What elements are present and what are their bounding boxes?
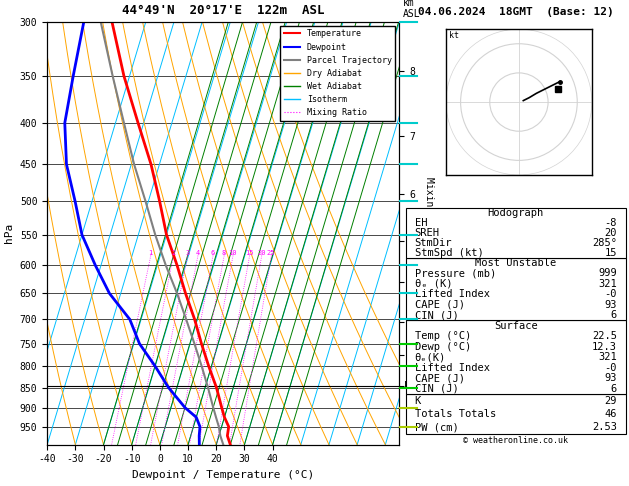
Y-axis label: hPa: hPa (4, 223, 14, 243)
Text: PW (cm): PW (cm) (415, 422, 459, 433)
Text: 2: 2 (171, 250, 175, 257)
Text: SREH: SREH (415, 228, 440, 238)
Text: Hodograph: Hodograph (487, 208, 544, 218)
X-axis label: Dewpoint / Temperature (°C): Dewpoint / Temperature (°C) (132, 470, 314, 480)
Text: CIN (J): CIN (J) (415, 310, 459, 320)
Text: 6: 6 (211, 250, 215, 257)
Text: 22.5: 22.5 (592, 331, 617, 341)
Text: 93: 93 (604, 373, 617, 383)
Text: 46: 46 (604, 409, 617, 419)
Text: CIN (J): CIN (J) (415, 383, 459, 394)
Text: K: K (415, 396, 421, 406)
Text: 93: 93 (604, 300, 617, 310)
Text: 1: 1 (148, 250, 153, 257)
Legend: Temperature, Dewpoint, Parcel Trajectory, Dry Adiabat, Wet Adiabat, Isotherm, Mi: Temperature, Dewpoint, Parcel Trajectory… (281, 26, 395, 121)
Text: 8: 8 (222, 250, 226, 257)
Text: 285°: 285° (592, 238, 617, 248)
Text: -8: -8 (604, 218, 617, 228)
Text: 15: 15 (245, 250, 253, 257)
Text: 29: 29 (604, 396, 617, 406)
Text: Totals Totals: Totals Totals (415, 409, 496, 419)
Text: Lifted Index: Lifted Index (415, 363, 489, 373)
Text: -0: -0 (604, 289, 617, 299)
Text: Pressure (mb): Pressure (mb) (415, 268, 496, 278)
Text: Dewp (°C): Dewp (°C) (415, 342, 470, 352)
Text: kt: kt (449, 31, 459, 40)
Text: LCL: LCL (404, 382, 421, 391)
Bar (406, 258, 626, 320)
Text: 3: 3 (186, 250, 189, 257)
Text: CAPE (J): CAPE (J) (415, 373, 464, 383)
Text: 20: 20 (604, 228, 617, 238)
Text: 321: 321 (598, 279, 617, 289)
Text: 12.3: 12.3 (592, 342, 617, 352)
Text: StmDir: StmDir (415, 238, 452, 248)
Text: Surface: Surface (494, 321, 538, 330)
Text: 999: 999 (598, 268, 617, 278)
Text: Lifted Index: Lifted Index (415, 289, 489, 299)
Text: 20: 20 (257, 250, 266, 257)
Text: 6: 6 (611, 383, 617, 394)
Text: 4: 4 (196, 250, 200, 257)
Y-axis label: Mixing Ratio (g/kg): Mixing Ratio (g/kg) (425, 177, 435, 289)
Text: 44°49'N  20°17'E  122m  ASL: 44°49'N 20°17'E 122m ASL (122, 4, 325, 17)
Text: θₑ (K): θₑ (K) (415, 279, 452, 289)
Text: -0: -0 (604, 363, 617, 373)
Bar (406, 394, 626, 434)
Text: 321: 321 (598, 352, 617, 362)
Text: 15: 15 (604, 248, 617, 258)
Text: 10: 10 (228, 250, 237, 257)
Text: 6: 6 (611, 310, 617, 320)
Text: 25: 25 (267, 250, 276, 257)
Bar (406, 320, 626, 394)
Text: 04.06.2024  18GMT  (Base: 12): 04.06.2024 18GMT (Base: 12) (418, 7, 614, 17)
Text: Temp (°C): Temp (°C) (415, 331, 470, 341)
Text: EH: EH (415, 218, 427, 228)
Text: Most Unstable: Most Unstable (475, 258, 557, 268)
Text: © weatheronline.co.uk: © weatheronline.co.uk (464, 436, 568, 445)
Text: θₑ(K): θₑ(K) (415, 352, 446, 362)
Bar (406, 208, 626, 258)
Text: 2.53: 2.53 (592, 422, 617, 433)
Text: km
ASL: km ASL (403, 0, 420, 19)
Text: StmSpd (kt): StmSpd (kt) (415, 248, 483, 258)
Text: CAPE (J): CAPE (J) (415, 300, 464, 310)
